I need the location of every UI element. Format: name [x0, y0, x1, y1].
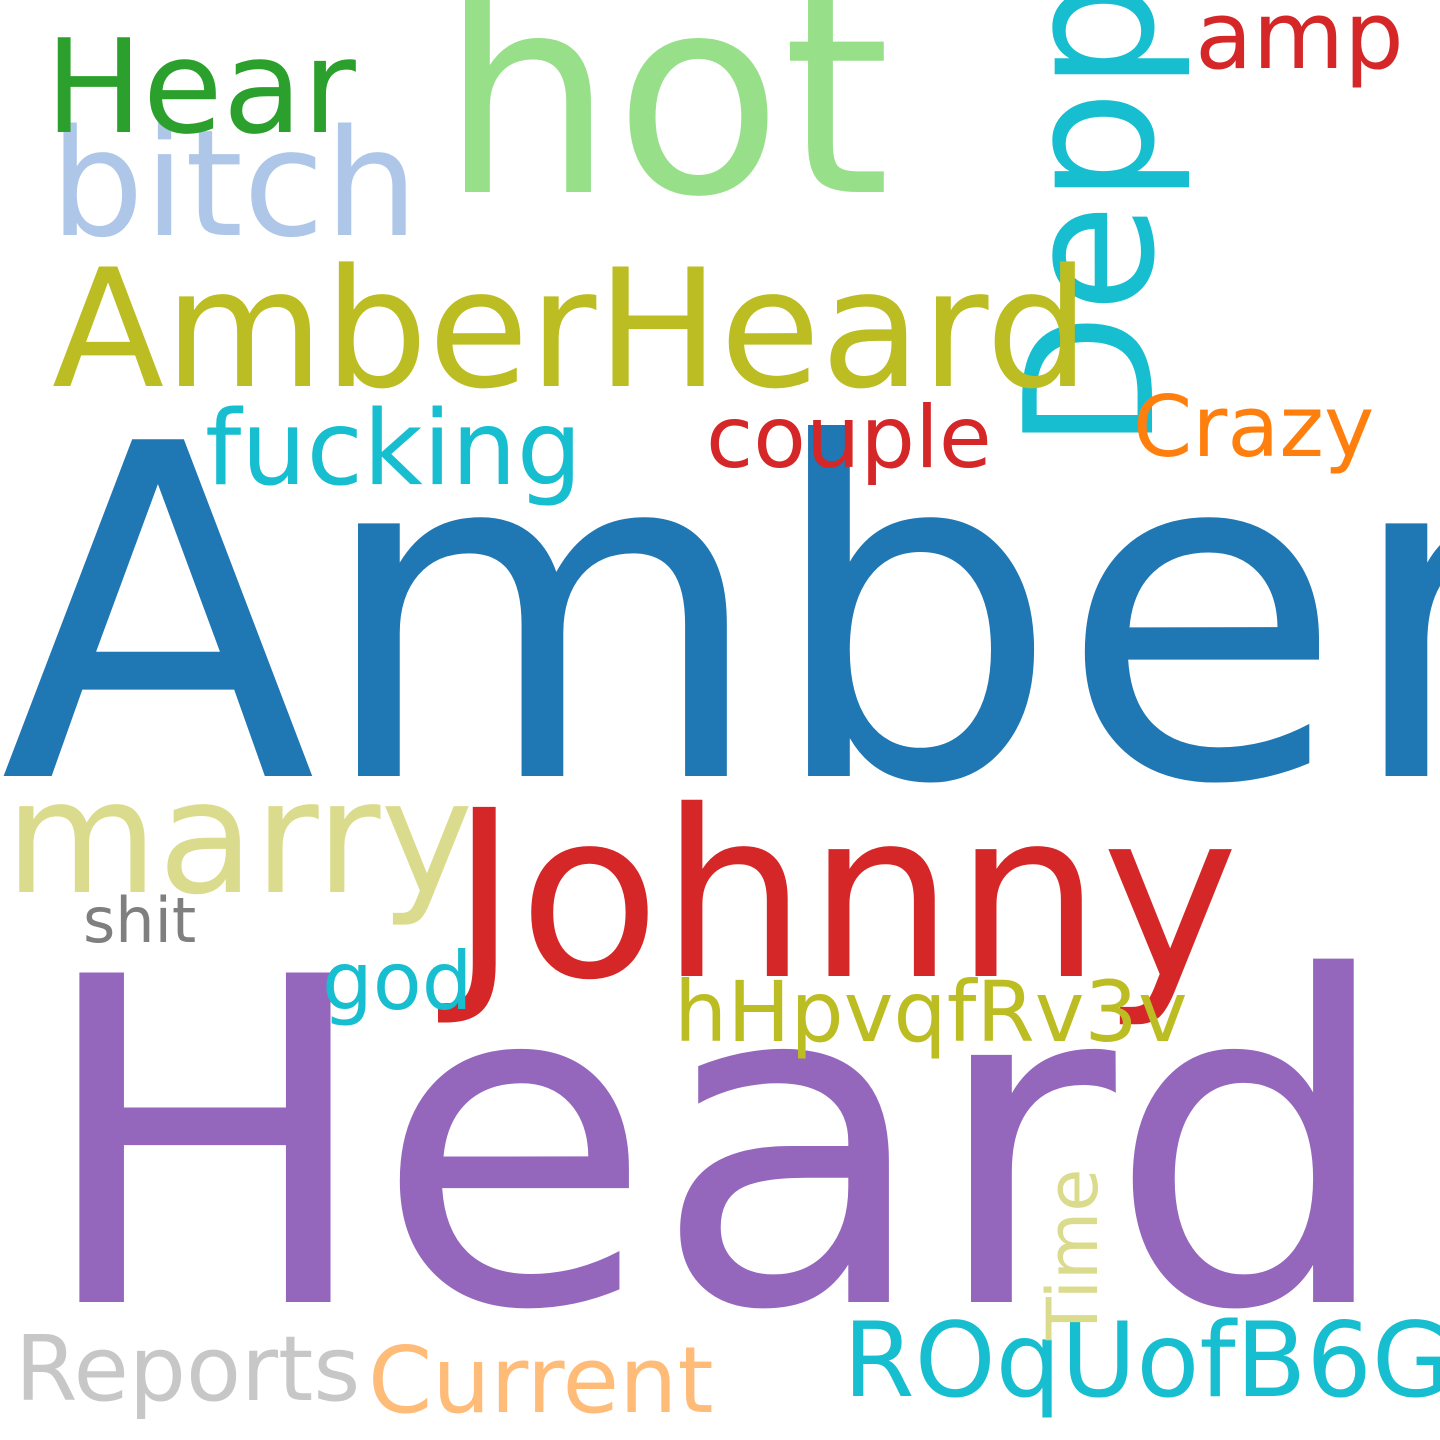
- word-roquofb6g8: ROqUofB6G8: [843, 1301, 1440, 1421]
- word-hear: Hear: [45, 11, 356, 163]
- word-marry: marry: [5, 747, 474, 930]
- word-amp: amp: [1195, 0, 1404, 91]
- word-time: Time: [1032, 1168, 1114, 1340]
- word-bitch: bitch: [50, 98, 419, 270]
- word-johnny: Johnny: [450, 761, 1239, 1031]
- word-hot: hot: [440, 0, 891, 257]
- word-heard: Heard: [35, 882, 1395, 1409]
- word-fucking: fucking: [205, 389, 583, 509]
- word-current: Current: [368, 1327, 714, 1434]
- word-hhpvqfrv3v: hHpvqfRv3v: [674, 963, 1188, 1061]
- word-reports: Reports: [15, 1317, 361, 1422]
- word-couple: couple: [706, 388, 992, 488]
- word-god: god: [322, 935, 473, 1028]
- word-amber: Amber: [0, 347, 1440, 885]
- word-shit: shit: [83, 884, 197, 957]
- word-amberheard: AmberHeard: [52, 234, 1090, 425]
- word-crazy: Crazy: [1133, 378, 1375, 477]
